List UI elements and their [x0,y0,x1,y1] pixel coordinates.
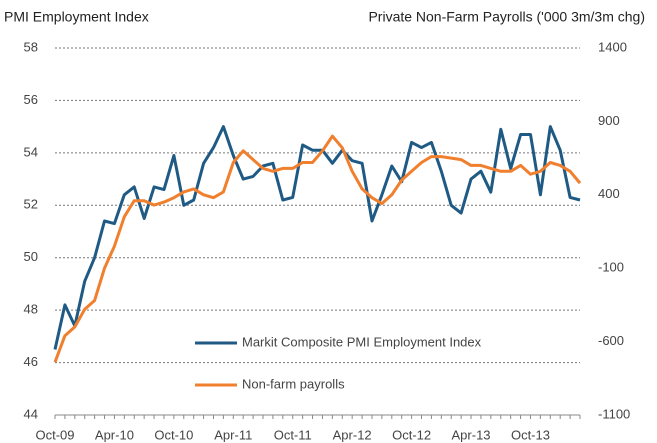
x-tick-label: Oct-11 [274,427,312,442]
chart-title: PMI Employment Index [4,9,149,25]
series-line [53,134,582,363]
y2-tick-label: 400 [598,186,620,201]
x-tick-label: Apr-13 [452,427,491,442]
y-tick-label: 56 [24,92,38,107]
x-tick-label: Oct-09 [35,427,74,442]
y-tick-label: 50 [24,249,38,264]
x-tick-label: Apr-12 [333,427,372,442]
legend-label: Markit Composite PMI Employment Index [242,334,482,349]
y-tick-label: 44 [24,406,38,421]
y2-tick-label: 1400 [598,39,627,54]
y-tick-label: 58 [24,39,38,54]
x-tick-label: Oct-12 [392,427,431,442]
y2-tick-label: -600 [598,333,624,348]
x-tick-label: Apr-10 [95,427,134,442]
y-tick-label: 54 [24,144,38,159]
series-line [53,125,581,350]
y2-tick-label: -1100 [598,406,630,421]
x-tick-label: Oct-10 [154,427,193,442]
y-tick-label: 46 [24,354,38,369]
legend-label: Non-farm payrolls [242,376,345,391]
x-tick-label: Oct-13 [511,427,550,442]
y2-tick-label: -100 [598,260,624,275]
y-tick-label: 52 [24,197,38,212]
y-tick-label: 48 [24,302,38,317]
x-tick-label: Apr-11 [214,427,252,442]
y2-tick-label: 900 [598,113,620,128]
y2-title: Private Non-Farm Payrolls ('000 3m/3m ch… [368,9,645,25]
